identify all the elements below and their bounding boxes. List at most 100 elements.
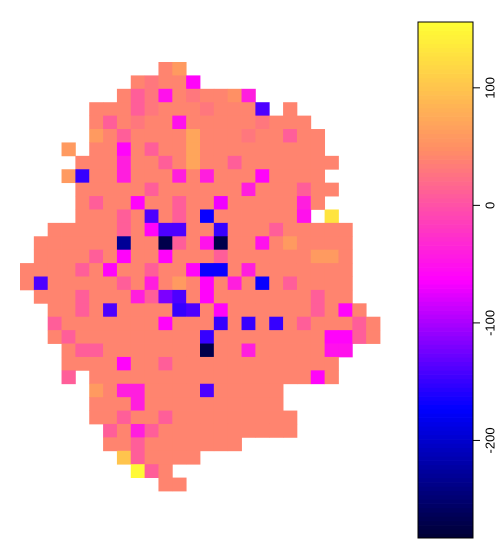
cell bbox=[241, 182, 256, 197]
cell bbox=[61, 249, 76, 264]
colorbar-band bbox=[418, 168, 473, 173]
cell bbox=[186, 370, 201, 385]
cell bbox=[227, 129, 242, 143]
cell bbox=[213, 289, 229, 304]
cell bbox=[186, 289, 201, 304]
colorbar-band bbox=[418, 327, 473, 332]
cell bbox=[172, 142, 187, 157]
cell bbox=[75, 155, 90, 170]
cell bbox=[47, 236, 62, 251]
cell bbox=[186, 115, 201, 130]
cell bbox=[310, 182, 326, 197]
cell bbox=[144, 236, 159, 251]
cell bbox=[241, 169, 256, 184]
cell bbox=[296, 343, 312, 358]
colorbar-band bbox=[418, 421, 473, 427]
cell bbox=[75, 209, 90, 224]
cell bbox=[227, 155, 242, 170]
cell bbox=[89, 102, 104, 117]
cell bbox=[103, 115, 118, 130]
cell bbox=[310, 236, 326, 251]
cell bbox=[283, 316, 298, 331]
cell bbox=[227, 289, 242, 304]
colorbar-band bbox=[418, 456, 473, 461]
cell bbox=[186, 142, 201, 157]
colorbar-band bbox=[418, 90, 473, 96]
cell bbox=[324, 343, 339, 358]
cell bbox=[186, 169, 201, 184]
colorbar-band bbox=[418, 176, 473, 182]
cell bbox=[200, 115, 215, 130]
cell bbox=[158, 289, 173, 304]
cell bbox=[130, 115, 146, 130]
colorbar-band bbox=[418, 95, 473, 100]
cell bbox=[158, 383, 173, 398]
cell bbox=[186, 316, 201, 331]
cell bbox=[269, 142, 284, 157]
cell bbox=[310, 276, 326, 291]
cell bbox=[158, 343, 173, 358]
cell bbox=[172, 423, 187, 438]
cell bbox=[144, 75, 159, 90]
cell bbox=[200, 289, 215, 304]
cell bbox=[89, 209, 104, 224]
cell bbox=[296, 209, 312, 224]
colorbar-band bbox=[418, 249, 473, 255]
cell bbox=[255, 182, 270, 197]
cell bbox=[255, 343, 270, 358]
cell bbox=[324, 155, 339, 170]
cell bbox=[75, 263, 90, 277]
cell bbox=[116, 249, 132, 264]
cell bbox=[144, 383, 159, 398]
cell bbox=[324, 249, 339, 264]
cell bbox=[296, 276, 312, 291]
cell bbox=[213, 330, 229, 344]
cell bbox=[116, 276, 132, 291]
cell bbox=[47, 263, 62, 277]
cell bbox=[255, 115, 270, 130]
cell bbox=[241, 115, 256, 130]
colorbar-band bbox=[418, 366, 473, 371]
colorbar-band bbox=[418, 163, 473, 169]
colorbar-band bbox=[418, 241, 473, 246]
cell bbox=[227, 182, 242, 197]
cell bbox=[130, 343, 146, 358]
colorbar-band bbox=[418, 310, 473, 315]
cell bbox=[130, 196, 146, 210]
cell bbox=[200, 263, 215, 277]
cell bbox=[296, 370, 312, 385]
cell bbox=[186, 437, 201, 452]
cell bbox=[241, 397, 256, 411]
cell bbox=[75, 222, 90, 237]
cell bbox=[144, 88, 159, 103]
cell bbox=[47, 330, 62, 344]
cell bbox=[33, 236, 49, 251]
cell bbox=[200, 343, 215, 358]
cell bbox=[269, 289, 284, 304]
cell bbox=[172, 316, 187, 331]
colorbar-band bbox=[418, 292, 473, 298]
cell bbox=[310, 155, 326, 170]
cell bbox=[310, 370, 326, 385]
cell bbox=[144, 330, 159, 344]
cell bbox=[296, 142, 312, 157]
colorbar-band bbox=[418, 357, 473, 362]
cell bbox=[213, 410, 229, 425]
cell bbox=[200, 249, 215, 264]
cell bbox=[186, 450, 201, 465]
colorbar-band bbox=[418, 434, 473, 440]
cell bbox=[144, 356, 159, 371]
cell bbox=[61, 289, 76, 304]
cell bbox=[338, 330, 353, 344]
colorbar-band bbox=[418, 159, 473, 165]
colorbar-band bbox=[418, 73, 473, 79]
colorbar-band bbox=[418, 529, 473, 534]
cell bbox=[283, 263, 298, 277]
cell bbox=[186, 397, 201, 411]
cell bbox=[283, 423, 298, 438]
cell bbox=[47, 222, 62, 237]
cell bbox=[89, 356, 104, 371]
cell bbox=[103, 303, 118, 318]
cell bbox=[89, 222, 104, 237]
cell bbox=[213, 142, 229, 157]
